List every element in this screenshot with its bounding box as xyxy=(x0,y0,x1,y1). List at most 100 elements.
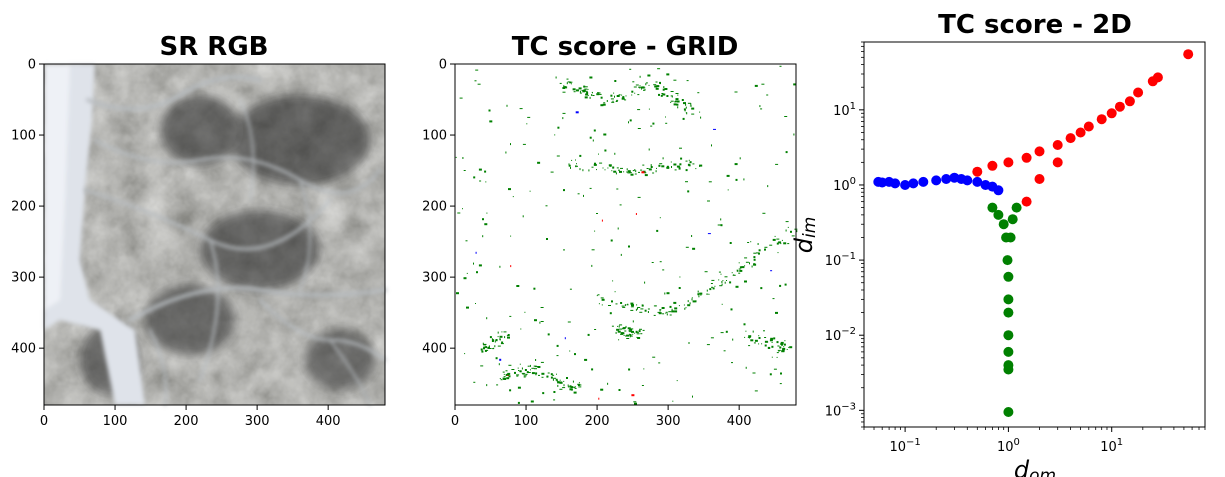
grid-pixel xyxy=(584,90,588,92)
grid-pixel xyxy=(727,189,729,191)
grid-pixel xyxy=(691,113,695,115)
grid-pixel xyxy=(584,88,588,90)
grid-pixel xyxy=(568,163,570,166)
grid-pixel xyxy=(614,80,617,82)
grid-pixel xyxy=(586,91,589,94)
grid-pixel xyxy=(525,373,528,375)
grid-pixel xyxy=(497,336,499,338)
grid-pixel xyxy=(567,386,570,388)
scatter-point xyxy=(1007,214,1018,225)
grid-pixel xyxy=(486,349,489,351)
grid-pixel xyxy=(614,152,616,155)
grid-pixel xyxy=(493,347,495,349)
grid-pixel xyxy=(636,304,638,306)
grid-pixel xyxy=(767,346,770,349)
grid-pixel xyxy=(687,190,690,193)
grid-pixel xyxy=(614,291,616,293)
scatter-point xyxy=(900,180,911,190)
scatter-point xyxy=(972,166,983,177)
grid-pixel xyxy=(563,249,565,251)
grid-pixel xyxy=(722,280,724,282)
panel1-title: SR RGB xyxy=(160,32,269,62)
grid-pixel xyxy=(591,166,594,168)
grid-pixel xyxy=(546,238,548,240)
grid-pixel xyxy=(776,238,780,240)
grid-pixel xyxy=(626,168,628,171)
grid-pixel xyxy=(692,300,696,303)
grid-pixel xyxy=(674,307,678,310)
panel2-frame xyxy=(454,63,797,406)
scatter-point xyxy=(1152,72,1163,83)
grid-pixel xyxy=(671,166,672,168)
grid-pixel xyxy=(655,170,657,173)
grid-pixel xyxy=(731,362,733,364)
grid-pixel xyxy=(670,100,674,102)
grid-pixel xyxy=(668,311,672,313)
grid-pixel xyxy=(473,381,476,383)
grid-pixel xyxy=(562,87,566,89)
grid-pixel xyxy=(584,96,588,99)
panel1-xtick-label: 400 xyxy=(316,414,341,429)
grid-pixel xyxy=(550,376,553,379)
panel2-xtick-label: 200 xyxy=(585,414,610,429)
grid-pixel xyxy=(512,196,514,198)
grid-pixel xyxy=(564,337,566,340)
grid-pixel xyxy=(486,384,488,387)
grid-pixel xyxy=(466,306,469,309)
grid-pixel xyxy=(648,168,652,171)
grid-pixel xyxy=(757,243,759,245)
grid-pixel xyxy=(618,339,620,341)
grid-pixel xyxy=(497,345,501,347)
grid-pixel xyxy=(697,293,700,296)
grid-pixel xyxy=(533,287,536,290)
grid-pixel xyxy=(744,265,746,267)
grid-pixel xyxy=(779,284,782,287)
grid-pixel xyxy=(621,333,623,335)
grid-pixel xyxy=(677,94,679,96)
grid-pixel xyxy=(555,378,558,381)
grid-pixel xyxy=(628,368,631,371)
grid-pixel xyxy=(745,261,749,263)
grid-pixel xyxy=(665,312,667,314)
grid-pixel xyxy=(683,102,686,105)
grid-pixel xyxy=(643,368,645,370)
grid-pixel xyxy=(769,373,772,376)
grid-pixel xyxy=(628,121,629,124)
grid-pixel xyxy=(775,163,779,165)
grid-pixel xyxy=(687,300,689,303)
grid-pixel xyxy=(699,111,701,113)
scatter-point xyxy=(987,160,998,171)
grid-pixel xyxy=(769,339,773,342)
grid-pixel xyxy=(594,230,596,232)
grid-pixel xyxy=(567,321,571,323)
grid-pixel xyxy=(628,330,630,332)
grid-pixel xyxy=(647,74,651,77)
grid-pixel xyxy=(612,280,614,282)
grid-pixel xyxy=(745,366,747,369)
grid-pixel xyxy=(501,331,503,333)
grid-pixel xyxy=(620,253,622,256)
panel1-xtick-label: 300 xyxy=(245,414,270,429)
grid-pixel xyxy=(465,240,468,242)
grid-pixel xyxy=(499,265,501,268)
panel3-ytick-label: 10−2 xyxy=(825,326,856,344)
grid-pixel xyxy=(600,104,604,107)
grid-pixel xyxy=(650,164,652,167)
grid-pixel xyxy=(631,304,634,307)
grid-pixel xyxy=(788,346,790,348)
grid-pixel xyxy=(678,167,681,170)
grid-pixel xyxy=(582,89,586,92)
grid-pixel xyxy=(724,281,726,284)
grid-pixel xyxy=(789,346,793,349)
grid-pixel xyxy=(711,144,712,147)
grid-pixel xyxy=(598,153,599,155)
grid-pixel xyxy=(566,82,568,85)
grid-pixel xyxy=(629,335,633,337)
grid-pixel xyxy=(475,303,476,304)
grid-pixel xyxy=(618,389,621,391)
grid-pixel xyxy=(588,169,590,172)
grid-pixel xyxy=(566,78,569,80)
grid-pixel xyxy=(608,305,611,306)
grid-pixel xyxy=(617,325,619,327)
grid-pixel xyxy=(680,157,683,160)
